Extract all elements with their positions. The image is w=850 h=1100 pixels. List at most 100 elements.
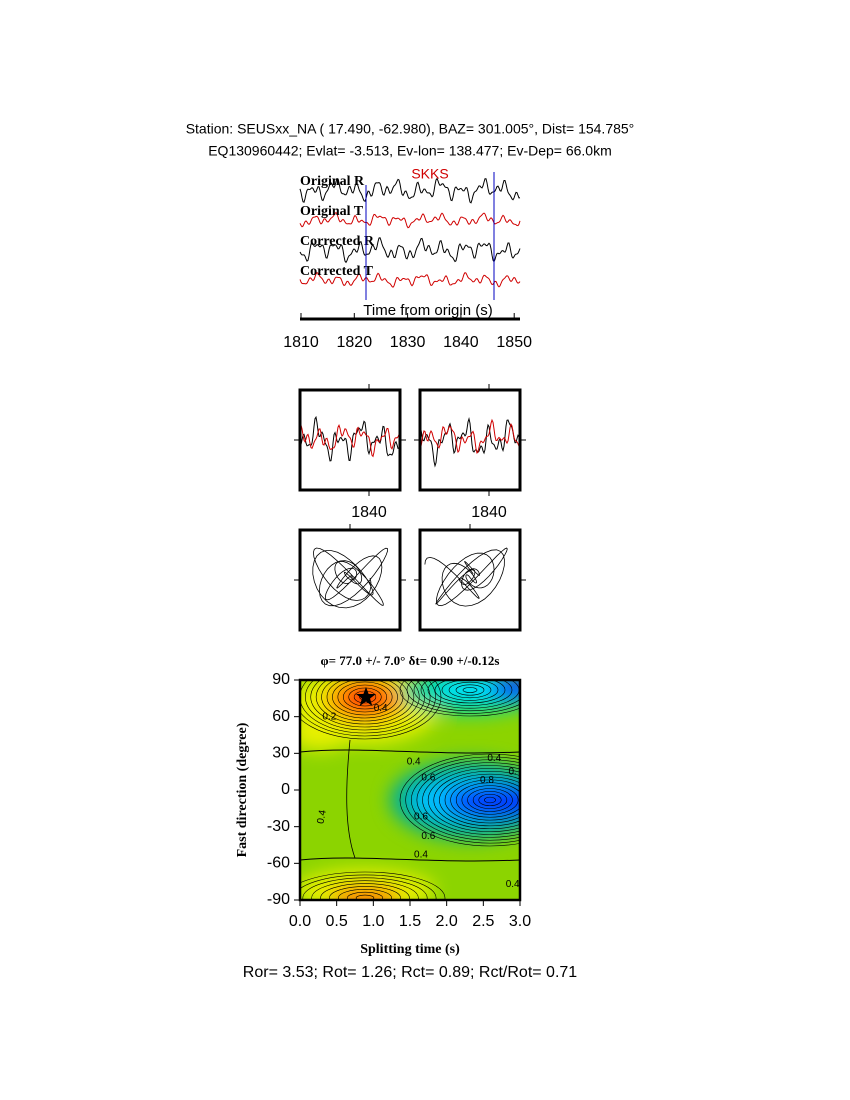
- x-axis-label: Time from origin (s): [363, 302, 492, 319]
- y-tick-label: -30: [267, 818, 290, 835]
- contour: [461, 785, 519, 815]
- x-axis-label: Splitting time (s): [360, 942, 460, 957]
- contour: [455, 782, 520, 818]
- x-tick-label: 3.0: [509, 913, 531, 930]
- contour: [315, 680, 415, 725]
- contour-label: 0.4: [374, 703, 388, 714]
- contour: [427, 680, 513, 706]
- contour: [300, 680, 431, 734]
- best-fit-star: [356, 687, 376, 706]
- header-line: EQ130960442; Evlat= -3.513, Ev-lon= 138.…: [208, 143, 612, 159]
- contour: [433, 770, 520, 830]
- x-tick-label: 1840: [443, 334, 479, 351]
- phase-label: SKKS: [411, 166, 448, 182]
- contour: [300, 680, 436, 737]
- contour: [346, 891, 384, 900]
- trace-label: Original T: [300, 204, 364, 219]
- contour: [450, 779, 520, 821]
- x-tick-label: 0.0: [289, 913, 311, 930]
- contour: [300, 857, 520, 862]
- contour: [338, 889, 392, 900]
- header-line: Station: SEUSxx_NA ( 17.490, -62.980), B…: [186, 121, 635, 137]
- x-tick-label: 1840: [351, 504, 387, 521]
- trace-label: Corrected R: [300, 234, 375, 249]
- x-tick-label: 1810: [283, 334, 319, 351]
- contour-label: 0.8: [480, 775, 494, 786]
- contour: [434, 680, 506, 704]
- x-tick-label: 2.5: [472, 913, 494, 930]
- contour: [472, 791, 508, 809]
- footer: Ror= 3.53; Rot= 1.26; Rct= 0.89; Rct/Rot…: [243, 964, 578, 981]
- contour: [406, 680, 520, 714]
- splitting-title: φ= 77.0 +/- 7.0° δt= 0.90 +/-0.12s: [321, 653, 500, 668]
- contour: [455, 684, 485, 696]
- contour: [441, 680, 499, 701]
- x-tick-label: 1820: [337, 334, 373, 351]
- panel-frame: [418, 528, 522, 632]
- contour: [320, 883, 410, 900]
- contour: [399, 680, 520, 717]
- contour: [342, 684, 388, 710]
- contour: [410, 759, 520, 841]
- contour: [326, 680, 404, 719]
- color-blob: [330, 888, 400, 900]
- contour-label: 0.6: [421, 831, 435, 842]
- contour: [332, 680, 398, 716]
- contour: [416, 762, 520, 838]
- contour: [300, 874, 437, 900]
- x-tick-label: 1840: [471, 504, 507, 521]
- contour: [427, 768, 520, 832]
- contour: [321, 680, 409, 722]
- contour: [467, 788, 513, 812]
- contour: [337, 681, 393, 713]
- contour: [311, 880, 419, 900]
- waveform: [299, 237, 521, 264]
- contour: [448, 681, 492, 699]
- contour-label: 0.: [508, 766, 516, 777]
- x-tick-label: 0.5: [326, 913, 348, 930]
- x-tick-label: 1.5: [399, 913, 421, 930]
- contour: [405, 756, 520, 844]
- contour-label: 0.4: [316, 809, 329, 825]
- waveform: [299, 211, 521, 229]
- y-tick-label: -90: [267, 891, 290, 908]
- contour: [484, 796, 496, 804]
- waveform: [299, 271, 521, 288]
- contour-label: 0.4: [506, 879, 520, 890]
- trace-label: Corrected T: [300, 264, 374, 279]
- y-axis-label: Fast direction (degree): [235, 722, 250, 857]
- contour: [346, 739, 356, 859]
- contour-label: 0.4: [487, 753, 501, 764]
- y-tick-label: 0: [281, 781, 290, 798]
- trace-label: Original R: [300, 174, 365, 189]
- contour: [355, 894, 375, 900]
- contour: [439, 773, 520, 827]
- contour-label: 0.2: [322, 711, 336, 722]
- particle-motion: [424, 547, 508, 607]
- contour: [399, 753, 520, 847]
- x-tick-label: 1.0: [362, 913, 384, 930]
- energy-map: 0.20.40.40.60.40.80.0.4 0.60.60.40.4: [300, 680, 520, 900]
- contour: [462, 687, 478, 693]
- y-tick-label: 60: [272, 708, 290, 725]
- waveform: [299, 415, 401, 462]
- waveform: [419, 418, 521, 455]
- contour: [478, 793, 502, 807]
- waveform: [419, 417, 521, 468]
- y-tick-label: -60: [267, 855, 290, 872]
- waveform: [299, 423, 401, 458]
- contour: [300, 749, 520, 754]
- contour: [310, 680, 420, 728]
- y-tick-label: 30: [272, 745, 290, 762]
- waveform: [299, 177, 521, 204]
- contour: [302, 877, 428, 900]
- contour-label: 0.4: [414, 849, 428, 860]
- particle-motion: [312, 547, 389, 609]
- contour: [329, 886, 401, 900]
- x-tick-label: 1830: [390, 334, 426, 351]
- contour: [348, 687, 382, 707]
- x-tick-label: 1850: [496, 334, 532, 351]
- y-tick-label: 90: [272, 671, 290, 688]
- contour: [300, 871, 446, 900]
